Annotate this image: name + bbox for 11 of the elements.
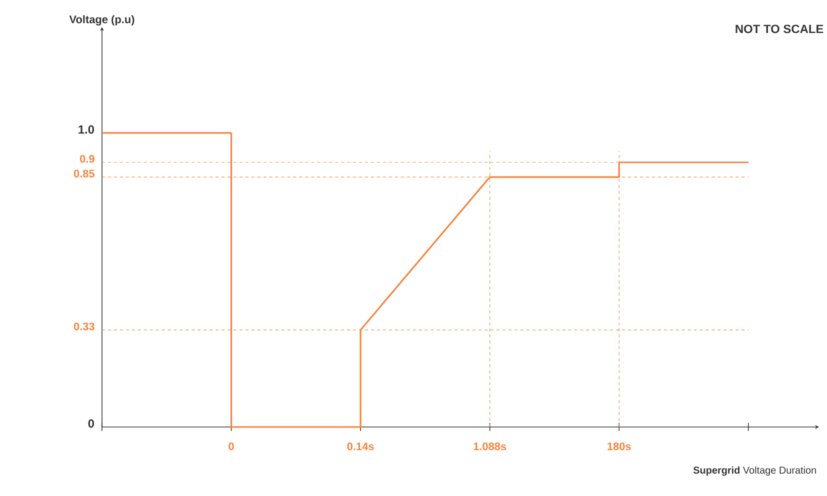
x-tick-label: 0.14s — [347, 442, 374, 450]
x-axis-title: Supergrid Voltage Duration — [693, 466, 816, 476]
annotation: NOT TO SCALE — [736, 24, 824, 34]
ref-line-label: 0.9 — [80, 155, 94, 163]
x-tick-label: 1.088s — [474, 442, 506, 450]
ref-line-label: 0.33 — [74, 322, 94, 330]
x-tick-label: 0 — [228, 442, 234, 450]
ref-line-label: 0.85 — [74, 170, 95, 178]
y-tick-label: 1.0 — [78, 125, 94, 134]
x-tick-label: 180s — [608, 442, 631, 450]
y-axis-title: Voltage (p.u) — [69, 15, 134, 26]
